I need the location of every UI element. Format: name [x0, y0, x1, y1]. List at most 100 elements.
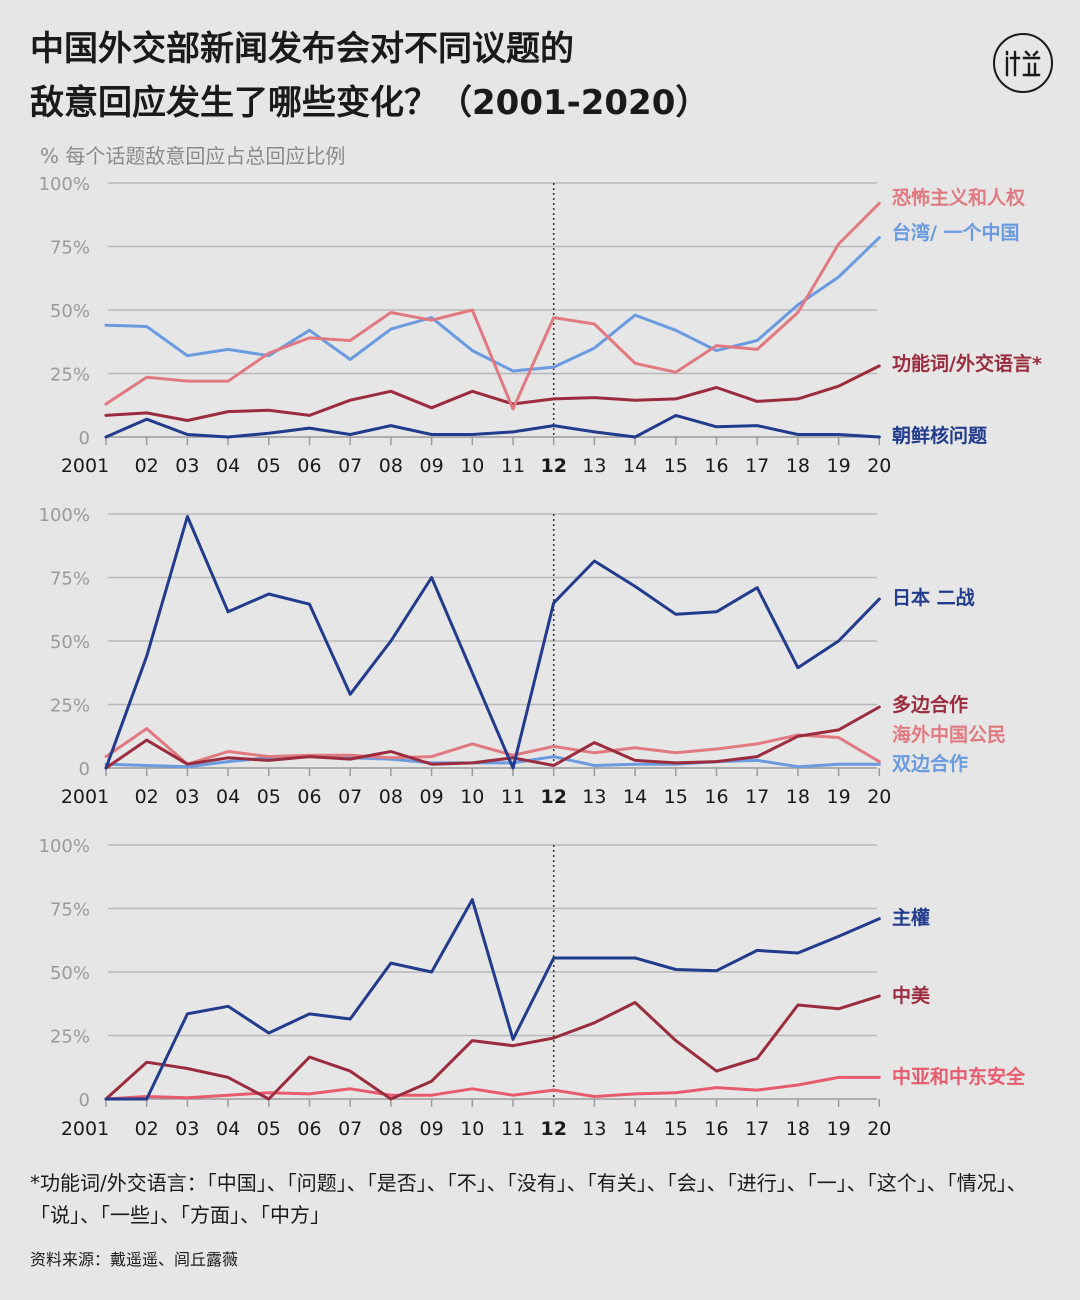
x-tick-label: 13 [582, 1118, 606, 1140]
x-tick-label: 11 [501, 455, 525, 477]
x-tick-label: 03 [175, 455, 199, 477]
x-tick-label: 14 [623, 455, 647, 477]
x-tick-label: 02 [135, 455, 159, 477]
x-tick-label: 05 [257, 1118, 281, 1140]
series-line [104, 898, 881, 1101]
x-tick-label: 11 [501, 786, 525, 808]
x-tick-label: 05 [257, 786, 281, 808]
x-tick-label: 16 [704, 786, 728, 808]
x-tick-label: 17 [745, 1118, 769, 1140]
x-tick-label: 13 [582, 786, 606, 808]
x-tick-label: 04 [216, 455, 240, 477]
y-tick-label: 75% [50, 238, 90, 259]
x-tick-label: 18 [786, 455, 810, 477]
x-tick-label: 03 [175, 1118, 199, 1140]
x-tick-label: 05 [257, 455, 281, 477]
x-tick-label: 10 [460, 455, 484, 477]
y-tick-label: 75% [50, 900, 90, 921]
x-tick-label: 15 [664, 1118, 688, 1140]
logo-glyph-icon [1005, 50, 1041, 77]
y-tick-label: 100% [39, 836, 90, 857]
x-tick-label: 07 [338, 786, 362, 808]
chart-title-line-1: 中国外交部新闻发布会对不同议题的 [30, 29, 574, 69]
series-line [104, 727, 881, 766]
x-tick-label: 16 [704, 1118, 728, 1140]
x-tick-label: 03 [175, 786, 199, 808]
x-tick-label: 08 [379, 786, 403, 808]
y-tick-label: 25% [50, 365, 90, 386]
series-label: 海外中国公民 [892, 723, 1006, 746]
x-tick-label: 10 [460, 1118, 484, 1140]
series-line [104, 755, 881, 769]
series-line [104, 705, 881, 770]
x-tick-label: 04 [216, 1118, 240, 1140]
x-tick-label: 06 [297, 1118, 321, 1140]
line-charts: 100% 75% 50% 25% 0 2001 02 03 04 05 06 07 08 09 10 11 12… [39, 174, 1042, 1140]
series-label: 朝鲜核问题 [892, 424, 987, 447]
series-line [104, 994, 881, 1101]
x-tick-label: 02 [135, 786, 159, 808]
series-line [104, 515, 881, 770]
x-tick-label: 2001 [61, 1118, 109, 1140]
x-tick-label: 20 [867, 455, 891, 477]
y-tick-label: 0 [79, 1090, 90, 1111]
x-tick-label: 06 [297, 455, 321, 477]
y-tick-label: 0 [79, 428, 90, 449]
y-tick-label: 100% [39, 174, 90, 195]
x-tick-label: 08 [379, 455, 403, 477]
series-label: 日本 二战 [892, 586, 975, 609]
x-tick-label: 08 [379, 1118, 403, 1140]
x-tick-label: 19 [827, 786, 851, 808]
series-label: 多边合作 [892, 693, 968, 716]
y-tick-label: 0 [79, 759, 90, 780]
x-tick-label: 13 [582, 455, 606, 477]
x-tick-label: 2001 [61, 786, 109, 808]
x-tick-label: 11 [501, 1118, 525, 1140]
y-tick-label: 50% [50, 632, 90, 653]
footnote: *功能词/外交语言：「中国」、「问题」、「是否」、「不」、「没有」、「有关」、「… [30, 1171, 1027, 1227]
x-tick-label: 04 [216, 786, 240, 808]
series-line [104, 201, 881, 411]
x-tick-label: 20 [867, 1118, 891, 1140]
series-label: 主權 [892, 906, 930, 929]
series-line [104, 364, 881, 422]
y-tick-label: 50% [50, 301, 90, 322]
x-tick-label: 17 [745, 786, 769, 808]
x-tick-label: 09 [420, 786, 444, 808]
x-tick-label: 02 [135, 1118, 159, 1140]
initium-media-logo-icon [993, 33, 1053, 93]
x-tick-label: 14 [623, 786, 647, 808]
x-tick-label: 15 [664, 786, 688, 808]
x-tick-label: 18 [786, 786, 810, 808]
x-tick-label: 07 [338, 1118, 362, 1140]
series-label: 中美 [892, 984, 931, 1007]
x-tick-label: 20 [867, 786, 891, 808]
x-tick-label: 09 [420, 1118, 444, 1140]
x-tick-label: 12 [540, 786, 566, 808]
x-tick-label: 12 [540, 1118, 566, 1140]
y-tick-label: 25% [50, 1027, 90, 1048]
chart-subtitle: % 每个话题敌意回应占总回应比例 [40, 144, 346, 168]
x-tick-label: 17 [745, 455, 769, 477]
x-tick-label: 18 [786, 1118, 810, 1140]
y-tick-label: 50% [50, 963, 90, 984]
x-tick-label: 07 [338, 455, 362, 477]
series-label: 功能词/外交语言* [892, 352, 1042, 375]
series-line [104, 413, 881, 439]
y-tick-label: 25% [50, 696, 90, 717]
chart-title-line-2: 敌意回应发生了哪些变化？（2001-2020） [30, 83, 710, 123]
x-tick-label: 10 [460, 786, 484, 808]
series-line [104, 1075, 881, 1101]
series-label: 双边合作 [892, 752, 968, 775]
y-tick-label: 100% [39, 505, 90, 526]
x-tick-label: 2001 [61, 455, 109, 477]
source-note: 资料来源：戴遥遥、闾丘露薇 [30, 1250, 239, 1269]
series-label: 恐怖主义和人权 [892, 186, 1025, 209]
x-tick-label: 14 [623, 1118, 647, 1140]
x-tick-label: 19 [827, 455, 851, 477]
x-tick-label: 12 [540, 455, 566, 477]
series-label: 台湾/ 一个中国 [892, 221, 1020, 244]
x-tick-label: 09 [420, 455, 444, 477]
series-label: 中亚和中东安全 [892, 1065, 1026, 1088]
